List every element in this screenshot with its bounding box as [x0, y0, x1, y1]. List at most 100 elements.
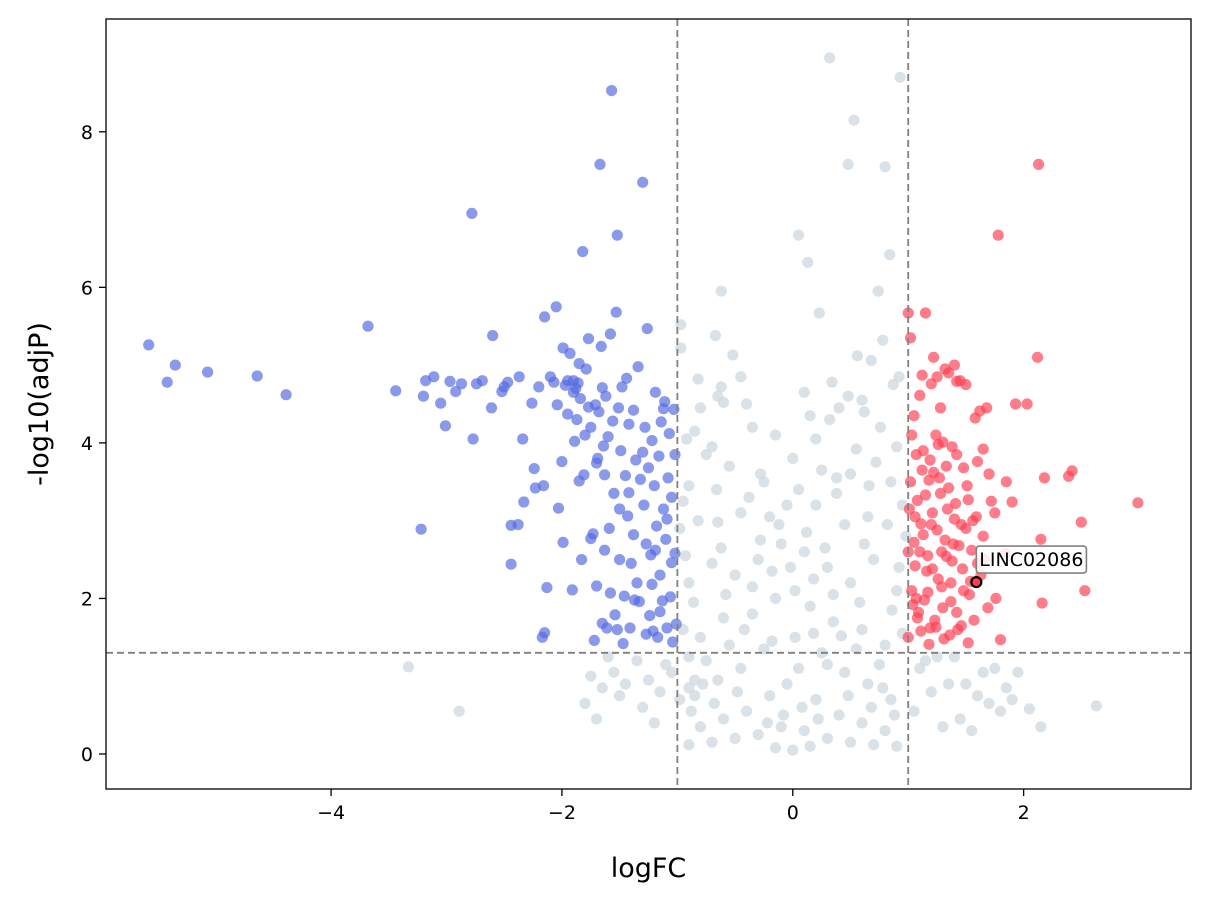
data-point-ns [711, 484, 723, 496]
data-point-up [981, 402, 993, 414]
data-point-ns [764, 511, 776, 523]
data-point-down [624, 622, 636, 634]
data-point-up [919, 307, 932, 319]
data-point-down [526, 397, 538, 409]
data-point-ns [914, 662, 926, 675]
data-point-ns [715, 542, 727, 554]
data-point-down [513, 371, 525, 383]
data-point-ns [793, 229, 805, 241]
data-point-ns [769, 592, 782, 605]
data-point-up [931, 371, 943, 383]
data-point-ns [943, 678, 955, 690]
data-point-down [641, 323, 653, 335]
data-point-down [611, 229, 623, 241]
data-point-down [571, 414, 583, 426]
data-point-ns [706, 441, 718, 453]
data-point-ns [694, 631, 707, 643]
data-point-up [989, 507, 1001, 519]
data-point-down [552, 502, 565, 514]
data-point-down [615, 445, 627, 457]
data-point-ns [851, 350, 864, 362]
data-point-ns [723, 460, 735, 472]
data-point-down [539, 311, 551, 323]
data-point-down [609, 609, 621, 621]
data-point-down [622, 510, 634, 522]
data-point-down [450, 386, 462, 398]
data-point-up [951, 449, 963, 461]
data-point-ns [858, 406, 870, 418]
data-point-ns [983, 697, 995, 710]
data-point-up [952, 624, 964, 636]
data-point-down [557, 536, 569, 549]
data-point-down [657, 403, 670, 415]
data-point-up [922, 550, 934, 562]
data-point-up [949, 498, 962, 510]
data-point-up [985, 495, 997, 507]
data-point-down [548, 376, 560, 388]
data-point-ns [712, 674, 724, 686]
data-point-up [924, 622, 936, 634]
data-point-down [653, 450, 665, 462]
data-point-ns [810, 433, 822, 445]
data-point-ns [1006, 694, 1018, 706]
data-point-ns [856, 717, 868, 729]
data-point-down [582, 401, 595, 413]
data-point-ns [758, 643, 770, 655]
data-point-down [599, 469, 611, 481]
data-point-up [904, 332, 917, 344]
gene-label-box [975, 545, 1088, 574]
data-point-up [940, 460, 952, 472]
data-point-up [1031, 351, 1044, 363]
data-point-ns [798, 546, 810, 558]
data-point-up [945, 577, 957, 589]
data-point-down [627, 529, 640, 541]
data-point-down [417, 390, 429, 402]
data-point-down [455, 378, 468, 390]
data-point-down [439, 420, 451, 432]
data-point-ns [937, 721, 949, 733]
data-point-ns [591, 713, 603, 725]
data-point-down [623, 418, 635, 430]
data-point-down [591, 580, 603, 592]
data-point-ns [833, 402, 845, 414]
data-point-ns [863, 480, 875, 492]
data-point-ns [827, 589, 839, 601]
data-point-up [1006, 496, 1018, 508]
x-axis-label: logFC [611, 853, 687, 884]
data-point-ns [881, 519, 894, 531]
data-point-down [390, 385, 402, 397]
data-point-ns [954, 713, 966, 725]
data-point-ns [894, 71, 906, 83]
data-point-ns [994, 705, 1007, 717]
data-point-ns [977, 666, 989, 678]
x-tick-label: −2 [548, 802, 576, 824]
data-point-ns [746, 608, 759, 620]
data-point-down [572, 377, 584, 389]
data-point-ns [1090, 700, 1102, 712]
data-point-down [651, 520, 663, 532]
data-point-ns [870, 456, 882, 468]
data-point-up [936, 546, 948, 558]
data-point-up [928, 351, 940, 363]
y-tick-label: 8 [81, 122, 93, 144]
data-point-down [505, 558, 517, 570]
data-point-up [960, 379, 972, 391]
data-point-down [476, 375, 488, 387]
data-point-ns [804, 600, 816, 612]
data-point-ns [754, 468, 767, 480]
data-point-up [917, 445, 929, 457]
data-point-down [487, 330, 499, 342]
data-point-up [994, 634, 1007, 646]
data-point-ns [683, 739, 695, 751]
data-point-down [597, 440, 610, 452]
data-point-down [660, 533, 672, 545]
data-point-down [596, 617, 608, 629]
data-point-ns [862, 678, 874, 690]
x-axis-ticks: −4 −2 0 2 [317, 789, 1030, 824]
data-point-ns [873, 659, 886, 671]
data-point-up [903, 503, 916, 515]
data-point-ns [731, 686, 744, 698]
data-point-up [926, 507, 939, 519]
